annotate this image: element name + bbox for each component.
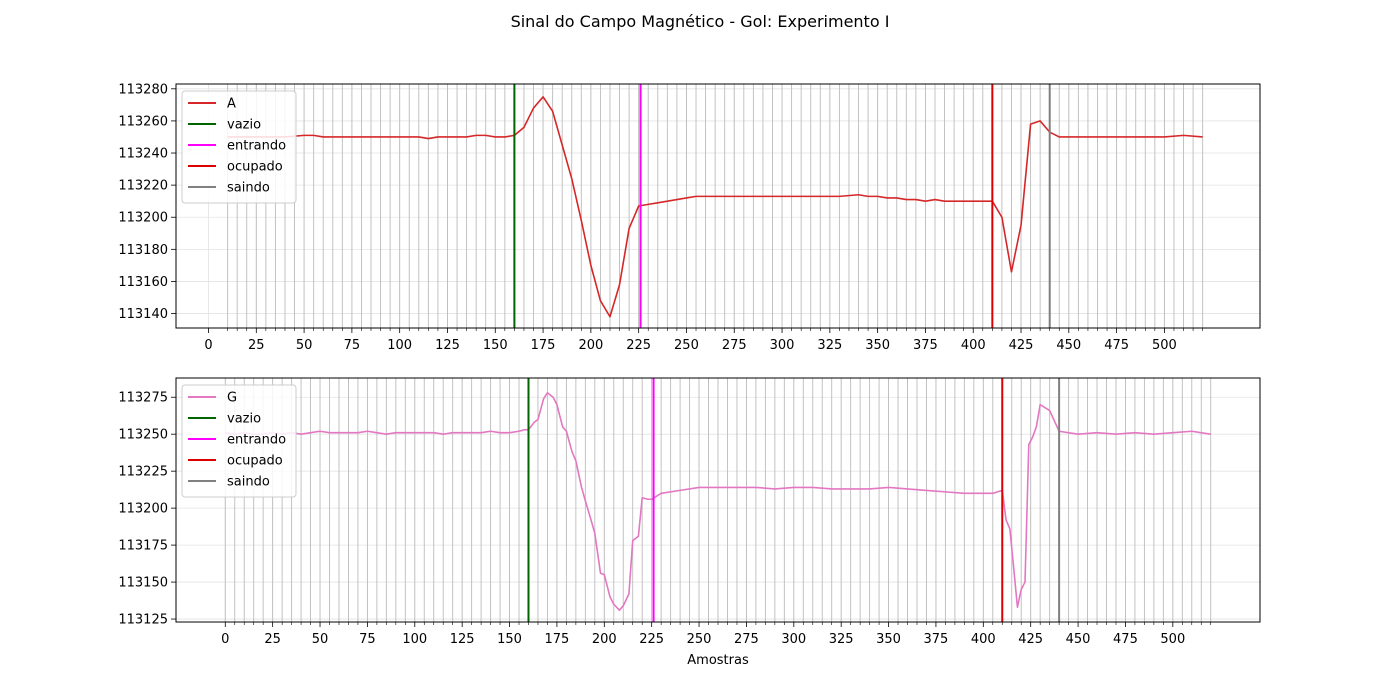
legend-label: entrando [227,433,286,448]
chart-title: Sinal do Campo Magnético - Gol: Experime… [511,12,890,31]
axes-frame [175,83,1261,329]
series-line-G [225,391,1211,611]
x-tick-label: 400 [961,338,986,353]
y-tick-label: 113275 [118,391,168,406]
x-tick-label: 150 [483,338,508,353]
legend-label: A [227,97,236,112]
x-tick-label: 300 [781,632,806,647]
y-tick-label: 113150 [118,576,168,591]
x-tick-label: 75 [344,338,361,353]
x-tick-label: 25 [264,632,281,647]
x-tick-label: 475 [1104,338,1129,353]
x-tick-label: 325 [829,632,854,647]
x-tick-label: 150 [497,632,522,647]
series-line-A [227,96,1203,318]
x-tick-label: 25 [248,338,265,353]
y-tick-label: 113280 [118,82,168,97]
x-tick-label: 175 [545,632,570,647]
bottom-subplot: 0 25 50 75 100 125 150 175 200 225 250 275 300 325 350… [118,377,1261,668]
x-tick-label: 125 [450,632,475,647]
x-tick-label: 400 [971,632,996,647]
x-tick-label: 425 [1009,338,1034,353]
x-tick-label: 100 [402,632,427,647]
y-tick-label: 113220 [118,179,168,194]
x-tick-label: 200 [578,338,603,353]
x-tick-label: 250 [674,338,699,353]
x-axis-label: Amostras [687,653,749,668]
x-tick-label: 450 [1066,632,1091,647]
legend-label: saindo [227,181,270,196]
x-tick-label: 225 [639,632,664,647]
y-tick-label: 113175 [118,539,168,554]
y-tick-label: 113180 [118,243,168,258]
legend-label: G [227,391,237,406]
x-tick-label: 325 [817,338,842,353]
x-tick-label: 300 [770,338,795,353]
x-tick-label: 175 [531,338,556,353]
y-tick-label: 113250 [118,428,168,443]
x-tick-label: 0 [221,632,229,647]
x-tick-label: 500 [1160,632,1185,647]
plot-area [176,84,1260,328]
x-tick-label: 450 [1056,338,1081,353]
x-tick-label: 350 [865,338,890,353]
x-tick-label: 275 [722,338,747,353]
x-tick-label: 50 [296,338,313,353]
x-tick-label: 350 [876,632,901,647]
legend-label: entrando [227,139,286,154]
x-tick-label: 75 [359,632,376,647]
legend-label: vazio [227,412,261,427]
legend-box [181,90,297,204]
y-tick-label: 113125 [118,613,168,628]
y-tick-label: 113140 [118,307,168,322]
x-tick-label: 0 [204,338,212,353]
y-tick-label: 113260 [118,114,168,129]
x-tick-label: 250 [687,632,712,647]
x-tick-label: 275 [734,632,759,647]
y-tick-label: 113200 [118,211,168,226]
legend-label: ocupado [227,160,283,175]
x-tick-label: 200 [592,632,617,647]
x-tick-label: 425 [1018,632,1043,647]
y-tick-label: 113160 [118,275,168,290]
y-tick-label: 113200 [118,502,168,517]
x-tick-label: 50 [312,632,329,647]
legend-box [181,384,297,498]
top-subplot: 0 25 50 75 100 125 150 175 200 225 250 275 300 325 350… [118,82,1261,353]
x-tick-label: 125 [435,338,460,353]
y-tick-label: 113225 [118,465,168,480]
legend-label: ocupado [227,454,283,469]
x-tick-label: 100 [387,338,412,353]
legend-label: saindo [227,475,270,490]
x-tick-label: 500 [1152,338,1177,353]
x-tick-label: 475 [1113,632,1138,647]
x-tick-label: 375 [913,338,938,353]
x-tick-label: 375 [924,632,949,647]
x-tick-label: 225 [626,338,651,353]
y-tick-label: 113240 [118,147,168,162]
legend-label: vazio [227,118,261,133]
